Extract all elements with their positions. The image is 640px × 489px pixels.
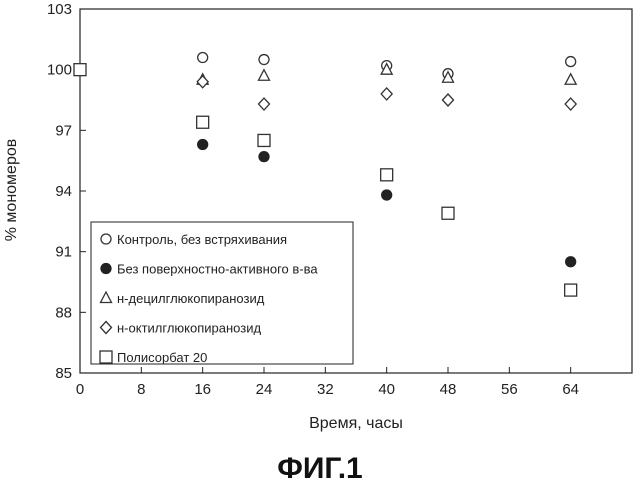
- x-tick-label: 56: [501, 381, 518, 398]
- x-axis-title: Время, часы: [309, 415, 403, 432]
- legend-marker: [101, 234, 111, 244]
- data-point: [565, 74, 576, 85]
- x-axis: 0 8 16 24 32 40 48 56 64: [76, 367, 579, 398]
- y-tick-label: 94: [55, 183, 72, 200]
- data-point: [565, 284, 577, 296]
- x-tick-label: 32: [317, 381, 334, 398]
- legend: Контроль, без встряхивания Без поверхност…: [91, 222, 353, 365]
- legend-label: Без поверхностно-активного в-ва: [117, 262, 318, 277]
- y-tick-label: 103: [47, 1, 72, 18]
- legend-label: Контроль, без встряхивания: [117, 232, 287, 247]
- y-tick-label: 88: [55, 304, 72, 321]
- x-tick-label: 16: [194, 381, 211, 398]
- x-tick-label: 0: [76, 381, 84, 398]
- y-tick-label: 91: [55, 244, 72, 261]
- legend-item: н-октилглюкопиранозид: [101, 321, 262, 336]
- figure-label: ФИГ.1: [277, 452, 362, 485]
- legend-item: Без поверхностно-активного в-ва: [101, 262, 318, 277]
- y-axis-title: % мономеров: [3, 139, 20, 242]
- data-point: [382, 190, 392, 200]
- y-tick-label: 85: [55, 365, 72, 382]
- data-point: [443, 94, 454, 106]
- data-point: [259, 55, 269, 65]
- legend-item: Контроль, без встряхивания: [101, 232, 287, 247]
- x-tick-label: 24: [256, 381, 273, 398]
- data-point: [381, 169, 393, 181]
- legend-item: Полисорбат 20: [100, 350, 207, 365]
- data-point: [259, 98, 270, 110]
- legend-marker: [101, 264, 111, 274]
- data-point: [381, 88, 392, 100]
- data-point: [259, 152, 269, 162]
- x-tick-label: 8: [137, 381, 145, 398]
- legend-item: н-децилглюкопиранозид: [101, 291, 265, 306]
- x-tick-label: 48: [440, 381, 457, 398]
- y-tick-label: 100: [47, 62, 72, 79]
- data-point: [197, 76, 208, 88]
- x-tick-label: 40: [378, 381, 395, 398]
- legend-label: н-октилглюкопиранозид: [117, 321, 261, 336]
- data-point: [566, 257, 576, 267]
- y-tick-label: 97: [55, 122, 72, 139]
- data-point: [566, 57, 576, 67]
- data-point: [565, 98, 576, 110]
- data-point: [442, 207, 454, 219]
- legend-label: Полисорбат 20: [117, 350, 207, 365]
- data-point: [258, 134, 270, 146]
- series-2: [197, 64, 576, 85]
- data-point: [259, 70, 270, 81]
- data-point: [197, 116, 209, 128]
- legend-marker: [100, 351, 112, 363]
- data-point: [198, 139, 208, 149]
- x-tick-label: 64: [562, 381, 579, 398]
- data-point: [198, 53, 208, 63]
- data-point: [74, 64, 86, 76]
- legend-label: н-децилглюкопиранозид: [117, 291, 265, 306]
- series-3: [197, 76, 576, 110]
